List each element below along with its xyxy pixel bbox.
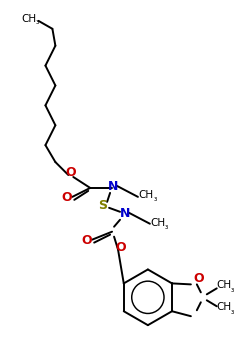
Text: O: O xyxy=(194,272,204,285)
Text: ₃: ₃ xyxy=(231,285,234,294)
Text: CH: CH xyxy=(216,280,231,290)
Text: ₃: ₃ xyxy=(153,194,156,203)
Text: N: N xyxy=(120,207,130,220)
Text: ₃: ₃ xyxy=(165,222,168,231)
Text: CH: CH xyxy=(216,302,231,312)
Text: ₃: ₃ xyxy=(36,18,39,26)
Text: CH: CH xyxy=(21,14,36,24)
Text: S: S xyxy=(98,199,108,212)
Text: O: O xyxy=(65,166,76,178)
Text: O: O xyxy=(116,241,126,254)
Text: N: N xyxy=(108,181,118,194)
Text: O: O xyxy=(61,191,72,204)
Text: CH: CH xyxy=(138,190,154,200)
Text: ₃: ₃ xyxy=(231,307,234,316)
Text: CH: CH xyxy=(150,218,166,228)
Text: O: O xyxy=(81,234,92,247)
